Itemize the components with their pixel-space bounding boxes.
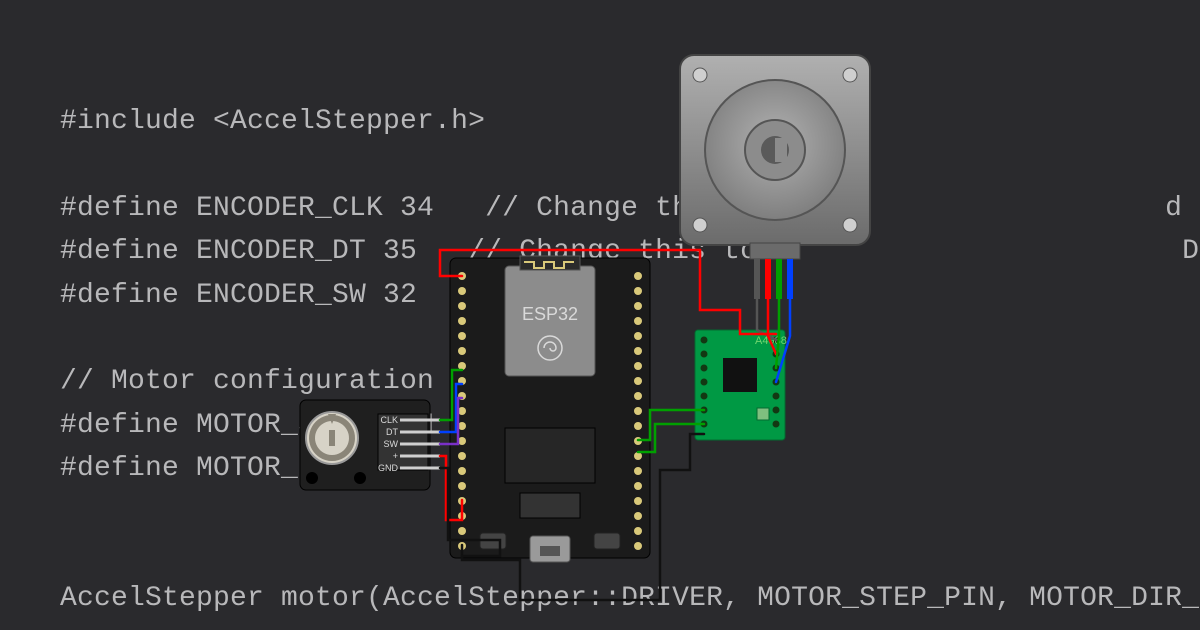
stage: #include <AccelStepper.h> #define ENCODE… bbox=[0, 0, 1200, 630]
code-l3: #define ENCODER_CLK 34 // Change this t … bbox=[60, 193, 1200, 224]
code-l9: #define MOTOR_DIR bbox=[60, 453, 349, 484]
code-l5: #define ENCODER_SW 32 bbox=[60, 280, 417, 311]
code-l1: #include <AccelStepper.h> bbox=[60, 106, 485, 137]
code-text: #include <AccelStepper.h> #define ENCODE… bbox=[60, 100, 1160, 621]
code-l8: #define MOTOR_STEP_PIN 17 bbox=[60, 410, 485, 441]
code-l7: // Motor configuration bbox=[60, 366, 434, 397]
code-l4: #define ENCODER_DT 35 // Change this to … bbox=[60, 236, 1200, 267]
code-l12: AccelStepper motor(AccelStepper::DRIVER,… bbox=[60, 583, 1199, 614]
